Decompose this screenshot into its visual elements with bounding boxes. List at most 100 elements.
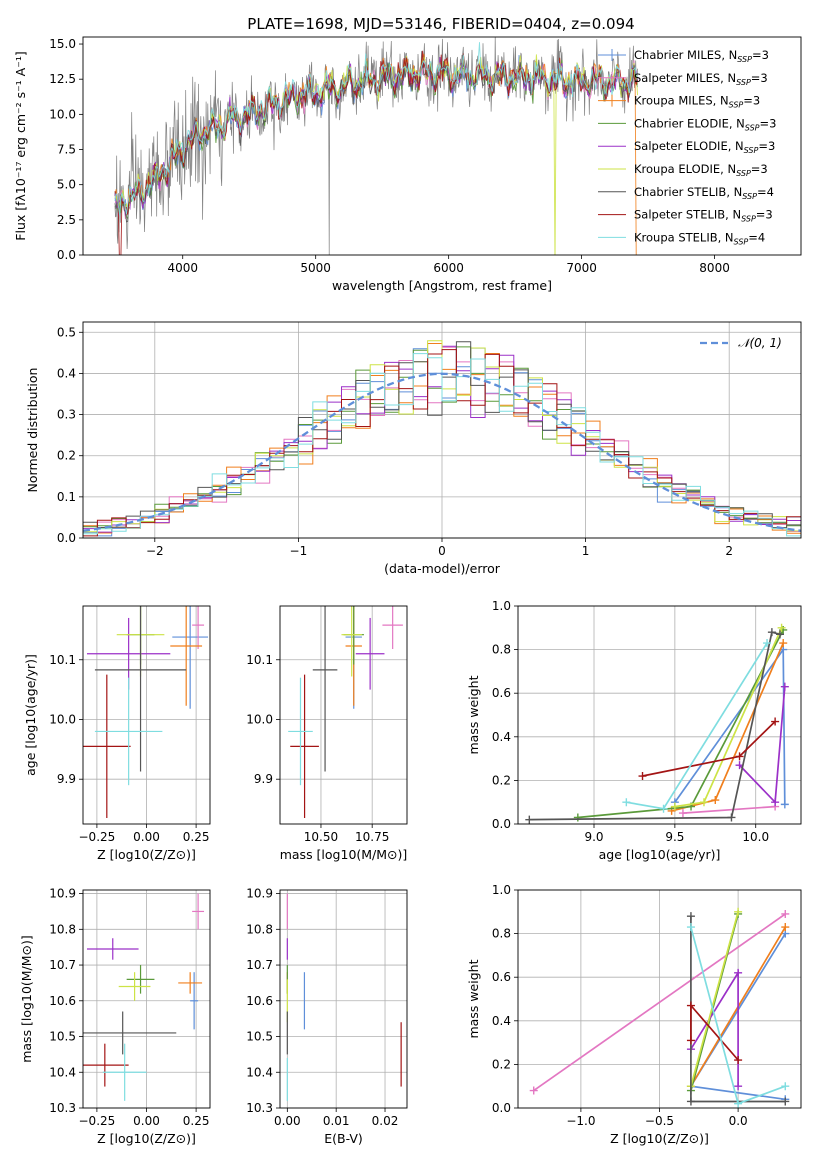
weight-point-chabrier-stelib	[686, 912, 695, 921]
x-tick-label: 0.0	[729, 1114, 748, 1128]
weight-line-salpeter-stelib	[642, 720, 776, 777]
y-tick-label: 10.4	[49, 1065, 76, 1079]
weight-line-salpeter-elodie	[738, 686, 786, 805]
weight-line-salpeter-elodie	[690, 969, 739, 1087]
mass_vs_EBV-xlabel: E(B-V)	[324, 1131, 363, 1146]
y-tick-label: 0.8	[492, 643, 511, 657]
age_vs_Z-axes: −0.25 0.00 0.25 9.9 10.0 10.1 Z [log10(Z/Z⊙)] a…	[23, 606, 210, 862]
y-tick-label: 0.0	[492, 1101, 511, 1115]
residuals-marks	[83, 340, 801, 538]
legend-entry: Chabrier ELODIE, NSSP=3	[634, 116, 776, 132]
x-tick-label: 8000	[699, 261, 730, 275]
weight-point-salpeter-stelib	[734, 1056, 743, 1065]
x-tick-label: 0	[438, 544, 446, 558]
age_vs_Z-ylabel: age [log10(age/yr)]	[23, 654, 38, 776]
spectrum-marks	[114, 37, 638, 255]
weight-point-kroupa-stelib	[622, 798, 631, 807]
y-tick-label: 12.5	[49, 72, 76, 86]
x-tick-label: 5000	[300, 261, 331, 275]
weight-point-kroupa-stelib	[659, 804, 668, 813]
weight-point-salpeter-stelib	[686, 1001, 695, 1010]
age_vs_Z-xlabel: Z [log10(Z/Z⊙)]	[97, 847, 196, 862]
y-tick-label: 7.5	[57, 143, 76, 157]
weight-point-salpeter-elodie	[734, 968, 743, 977]
weight-point-salpeter-miles	[678, 809, 687, 818]
residuals-xlabel: (data-model)/error	[384, 561, 501, 576]
y-tick-label: 0.6	[492, 686, 511, 700]
y-tick-label: 10.4	[246, 1065, 273, 1079]
x-tick-label: 9.0	[584, 830, 603, 844]
y-tick-label: 10.7	[49, 958, 76, 972]
age_vs_mass-axes: 10.50 10.75 9.9 10.0 10.1 mass [log10(M/M⊙)]	[246, 606, 407, 862]
weight-line-chabrier-stelib	[529, 631, 781, 821]
normal-reference-curve	[83, 372, 801, 532]
y-tick-label: 0.0	[57, 531, 76, 545]
age_vs_mass-frame	[279, 605, 408, 825]
mass_weight_vs_Z-frame	[517, 889, 802, 1109]
legend-entry: Kroupa STELIB, NSSP=4	[634, 230, 765, 246]
age_vs_Z-marks	[83, 606, 209, 819]
mass_vs_Z-axes: −0.25 0.00 0.25 10.3 10.4 10.5 10.6 10.7 10.8 10.…	[19, 887, 210, 1146]
weight-point-chabrier-stelib	[686, 1097, 695, 1106]
spectrum-legend: Chabrier MILES, NSSP=3 Salpeter MILES, NS…	[598, 48, 776, 246]
x-tick-label: −0.25	[79, 1114, 116, 1128]
spectrum-model-salpeter-stelib	[114, 50, 638, 255]
weight-point-salpeter-stelib	[638, 772, 647, 781]
weight-point-salpeter-elodie	[771, 798, 780, 807]
mass_weight_vs_age-xlabel: age [log10(age/yr)]	[599, 847, 721, 862]
x-tick-label: 0.25	[183, 1114, 210, 1128]
residual-legend: 𝒩(0, 1)	[700, 336, 782, 350]
y-tick-label: 10.0	[49, 107, 76, 121]
y-tick-label: 0.4	[492, 1014, 511, 1028]
spectrum-axes: 4000 5000 6000 7000 8000 0.0 2.5 5.0 7.5 10.0 12.5…	[13, 37, 730, 293]
legend-entry: Salpeter STELIB, NSSP=3	[634, 208, 773, 224]
x-tick-label: 0.00	[133, 1114, 160, 1128]
weight-line-salpeter-miles	[533, 913, 786, 1092]
spectrum-frame	[82, 36, 802, 256]
y-tick-label: 10.7	[246, 958, 273, 972]
weight-point-salpeter-elodie	[780, 682, 789, 691]
y-tick-label: 10.1	[49, 653, 76, 667]
weight-point-kroupa-miles	[779, 639, 788, 648]
weight-point-kroupa-elodie	[734, 907, 743, 916]
legend-entry: Kroupa MILES, NSSP=3	[634, 94, 760, 110]
residual-hist-kroupa-stelib	[83, 353, 801, 538]
spectrum-observed-line	[114, 37, 638, 255]
age_vs_mass-marks	[288, 606, 403, 819]
mass_vs_Z-ylabel: mass [log10(M/M⊙)]	[19, 935, 34, 1063]
residuals-frame	[82, 321, 802, 539]
mass_weight_vs_Z-marks	[529, 907, 790, 1108]
x-tick-label: −1.0	[566, 1114, 595, 1128]
weight-point-salpeter-miles	[529, 1086, 538, 1095]
y-tick-label: 10.5	[246, 1030, 273, 1044]
x-tick-label: −1	[290, 544, 308, 558]
age_vs_Z-frame	[82, 605, 211, 825]
mass_weight_vs_Z-axes: −1.0 −0.5 0.0 0.0 0.2 0.4 0.6 0.8 1.0 Z [log10(Z/…	[466, 883, 801, 1146]
y-tick-label: 5.0	[57, 178, 76, 192]
x-tick-label: 0.00	[274, 1114, 301, 1128]
y-tick-label: 10.0	[246, 712, 273, 726]
y-tick-label: 10.3	[49, 1101, 76, 1115]
mass_vs_Z-frame	[82, 889, 211, 1109]
x-tick-label: 7000	[566, 261, 597, 275]
x-tick-label: 6000	[433, 261, 464, 275]
weight-point-kroupa-stelib	[686, 923, 695, 932]
y-tick-label: 0.0	[492, 817, 511, 831]
mass_vs_EBV-axes: 0.00 0.01 0.02 10.3 10.4 10.5 10.6 10.7 10.8 10.9…	[246, 887, 407, 1146]
mass_vs_EBV-marks	[286, 893, 402, 1101]
x-tick-label: 10.0	[742, 830, 769, 844]
weight-point-kroupa-miles	[711, 796, 720, 805]
y-tick-label: 0.1	[57, 490, 76, 504]
legend-entry: Salpeter ELODIE, NSSP=3	[634, 139, 775, 155]
weight-point-kroupa-elodie	[777, 623, 786, 632]
y-tick-label: 9.9	[254, 772, 273, 786]
y-tick-label: 2.5	[57, 213, 76, 227]
weight-point-kroupa-stelib	[763, 639, 772, 648]
spectrum-xlabel: wavelength [Angstrom, rest frame]	[332, 278, 552, 293]
age_vs_mass-xlabel: mass [log10(M/M⊙)]	[280, 847, 408, 862]
y-tick-label: 10.0	[49, 712, 76, 726]
y-tick-label: 10.9	[49, 887, 76, 901]
y-tick-label: 0.2	[492, 773, 511, 787]
y-tick-label: 15.0	[49, 37, 76, 51]
